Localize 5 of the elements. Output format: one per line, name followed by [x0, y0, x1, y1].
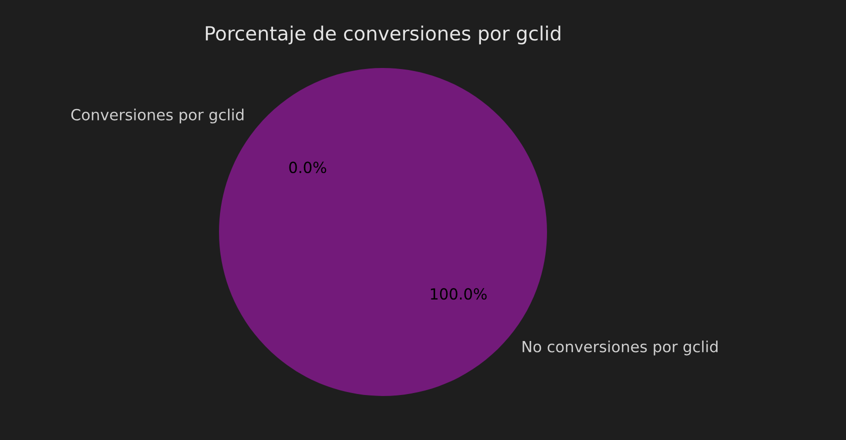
chart-title: Porcentaje de conversiones por gclid — [206, 26, 560, 44]
text: 0.0% — [289, 162, 326, 174]
slice-label: No conversiones por gclid — [522, 340, 718, 356]
category-label: Conversiones por gclid — [71, 108, 244, 124]
data-label: 100.0% — [430, 288, 487, 300]
